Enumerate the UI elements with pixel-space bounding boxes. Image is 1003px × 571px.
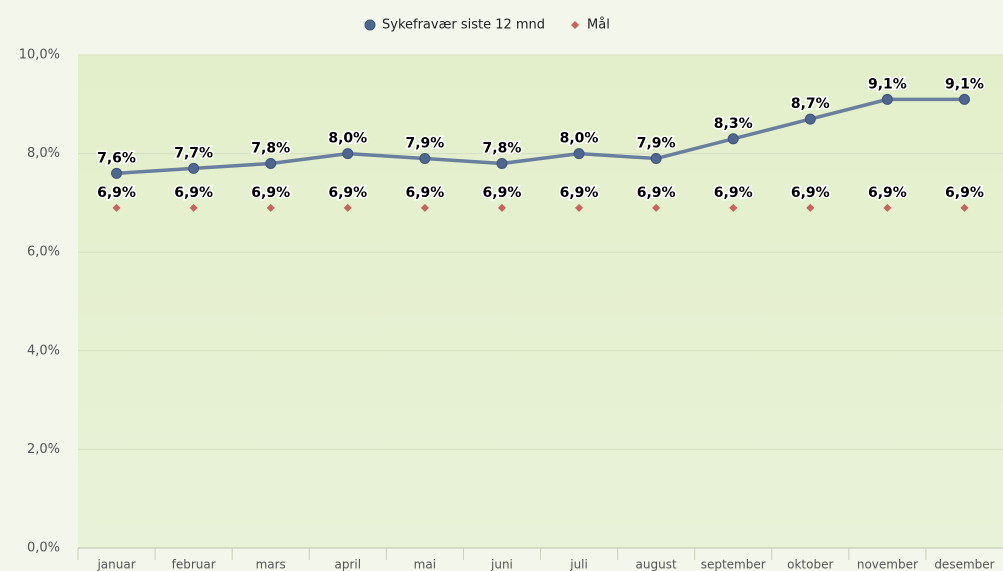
point bbox=[958, 93, 970, 105]
point bbox=[419, 153, 431, 165]
data-label: 6,9% bbox=[97, 185, 136, 201]
data-label: 7,9% bbox=[405, 136, 444, 152]
data-label: 8,7% bbox=[791, 96, 830, 112]
x-tick-label: februar bbox=[172, 558, 216, 571]
data-label: 6,9% bbox=[251, 185, 290, 201]
x-tick-label: januar bbox=[96, 558, 135, 571]
point bbox=[497, 203, 506, 212]
y-tick-label: 2,0% bbox=[27, 442, 60, 457]
data-label: 8,0% bbox=[560, 131, 599, 147]
point bbox=[727, 133, 739, 145]
x-tick-label: desember bbox=[934, 558, 994, 571]
data-label: 6,9% bbox=[174, 185, 213, 201]
data-label: 6,9% bbox=[637, 185, 676, 201]
point bbox=[881, 93, 893, 105]
data-label: 6,9% bbox=[560, 185, 599, 201]
x-tick-label: november bbox=[857, 558, 918, 571]
x-tick-label: juni bbox=[490, 558, 513, 571]
point bbox=[189, 203, 198, 212]
y-tick-label: 10,0% bbox=[19, 48, 60, 63]
y-tick-label: 8,0% bbox=[27, 146, 60, 161]
point bbox=[804, 113, 816, 125]
point bbox=[266, 203, 275, 212]
point bbox=[650, 153, 662, 165]
data-label: 8,3% bbox=[714, 116, 753, 132]
point bbox=[188, 162, 200, 174]
line bbox=[116, 97, 965, 176]
data-label: 7,8% bbox=[483, 140, 522, 156]
point bbox=[575, 203, 584, 212]
data-label: 7,7% bbox=[174, 145, 213, 161]
point bbox=[112, 203, 121, 212]
legend-label: Sykefravær siste 12 mnd bbox=[382, 18, 545, 33]
point bbox=[573, 148, 585, 160]
point bbox=[496, 157, 508, 169]
point bbox=[265, 157, 277, 169]
data-label: 6,9% bbox=[868, 185, 907, 201]
plot-area bbox=[78, 55, 1003, 548]
data-label: 6,9% bbox=[405, 185, 444, 201]
data-label: 9,1% bbox=[868, 76, 907, 92]
legend-marker bbox=[571, 21, 580, 29]
point bbox=[342, 148, 354, 160]
data-label: 7,8% bbox=[251, 140, 290, 156]
x-tick-label: oktober bbox=[787, 558, 833, 571]
data-label: 6,9% bbox=[714, 185, 753, 201]
data-label: 7,9% bbox=[637, 136, 676, 152]
x-tick-label: mai bbox=[414, 558, 436, 571]
x-tick-label: juli bbox=[569, 558, 588, 571]
x-tick-label: mars bbox=[256, 558, 286, 571]
point bbox=[652, 203, 661, 212]
legend-label: Mål bbox=[587, 18, 610, 33]
point bbox=[343, 203, 352, 212]
data-label: 6,9% bbox=[945, 185, 984, 201]
data-label: 6,9% bbox=[791, 185, 830, 201]
point bbox=[420, 203, 429, 212]
x-tick-label: august bbox=[636, 558, 677, 571]
point bbox=[729, 203, 738, 212]
data-label: 6,9% bbox=[328, 185, 367, 201]
data-label: 7,6% bbox=[97, 150, 136, 166]
y-tick-label: 0,0% bbox=[27, 541, 60, 556]
point bbox=[111, 167, 123, 179]
point bbox=[883, 203, 892, 212]
point bbox=[960, 203, 969, 212]
legend-marker bbox=[364, 19, 376, 31]
point bbox=[806, 203, 815, 212]
x-tick-label: september bbox=[701, 558, 766, 571]
data-label: 9,1% bbox=[945, 76, 984, 92]
y-tick-label: 4,0% bbox=[27, 343, 60, 358]
data-label: 6,9% bbox=[483, 185, 522, 201]
x-tick-label: april bbox=[335, 558, 362, 571]
data-label: 8,0% bbox=[328, 131, 367, 147]
y-tick-label: 6,0% bbox=[27, 245, 60, 260]
